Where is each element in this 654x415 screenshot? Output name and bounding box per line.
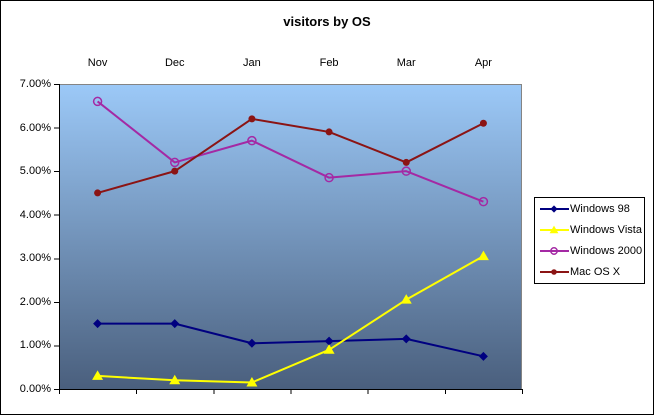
legend-swatch-mac-os-x	[540, 269, 569, 275]
marker-windows-2000	[324, 172, 334, 183]
marker-mac-os-x	[171, 167, 179, 175]
marker-windows-98	[324, 336, 334, 346]
marker-windows-98	[401, 334, 411, 344]
marker-mac-os-x	[479, 119, 487, 127]
legend-label-windows-vista: Windows Vista	[570, 224, 642, 236]
marker-windows-98	[93, 319, 103, 329]
series-line-windows-98	[97, 322, 484, 358]
marker-windows-98	[478, 351, 488, 361]
marker-windows-vista	[169, 374, 181, 385]
marker-mac-os-x	[325, 128, 333, 136]
legend-label-windows-2000: Windows 2000	[570, 245, 643, 257]
legend-item-mac-os-x: Mac OS X	[540, 262, 644, 282]
legend-label-windows-98: Windows 98	[570, 203, 630, 215]
marker-windows-2000	[478, 196, 489, 207]
series-line-windows-2000	[96, 100, 484, 203]
legend-label-mac-os-x: Mac OS X	[570, 266, 621, 278]
legend-marker-windows-vista	[549, 225, 559, 234]
marker-windows-2000	[170, 157, 180, 168]
marker-windows-98	[170, 319, 180, 329]
marker-windows-2000	[247, 135, 257, 146]
series-line-windows-vista	[97, 255, 484, 384]
series-line-mac-os-x	[97, 117, 484, 194]
marker-mac-os-x	[94, 189, 102, 197]
marker-windows-vista	[323, 344, 335, 354]
legend: Windows 98 Windows Vista Windows 2000 Mac O…	[534, 197, 645, 284]
legend-item-windows-98: Windows 98	[540, 199, 644, 219]
legend-item-windows-vista: Windows Vista	[540, 220, 644, 240]
marker-windows-vista	[92, 370, 104, 380]
marker-windows-98	[247, 338, 257, 348]
legend-swatch-windows-2000	[540, 247, 569, 255]
legend-item-windows-2000: Windows 2000	[540, 241, 644, 261]
chart-title: visitors by OS	[283, 14, 371, 29]
plot-area	[59, 84, 522, 389]
marker-windows-vista	[400, 294, 412, 304]
marker-mac-os-x	[248, 115, 256, 123]
marker-windows-vista	[246, 376, 258, 387]
legend-marker-windows-2000	[550, 247, 558, 255]
legend-marker-mac-os-x	[551, 269, 557, 275]
marker-windows-vista	[477, 250, 489, 261]
marker-windows-2000	[92, 96, 103, 107]
legend-swatch-windows-vista	[540, 225, 569, 234]
marker-mac-os-x	[402, 158, 410, 166]
legend-swatch-windows-98	[540, 205, 569, 213]
legend-marker-windows-98	[550, 205, 558, 213]
plot-border	[59, 84, 522, 389]
marker-windows-2000	[401, 166, 411, 176]
